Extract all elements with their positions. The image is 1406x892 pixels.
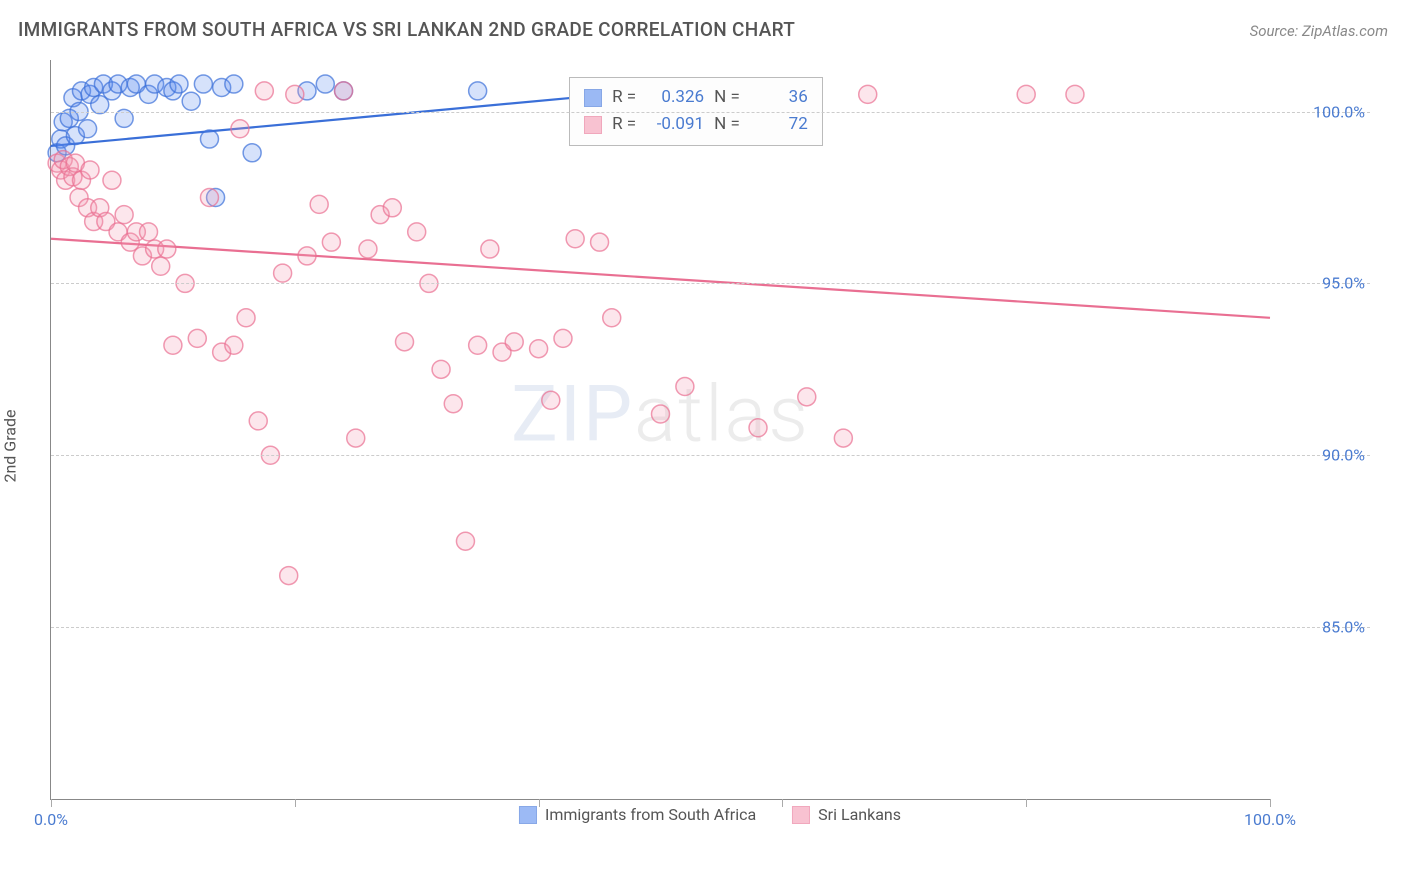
point-south_africa	[316, 75, 334, 93]
stats-n-label: N =	[714, 111, 740, 138]
point-sri_lankans	[280, 567, 298, 585]
point-sri_lankans	[859, 85, 877, 103]
stats-swatch	[584, 89, 602, 107]
stats-r-label: R =	[612, 84, 636, 111]
point-sri_lankans	[566, 230, 584, 248]
x-tick	[1270, 799, 1271, 807]
stats-r-label: R =	[612, 111, 636, 138]
point-sri_lankans	[200, 188, 218, 206]
stats-r-value: -0.091	[646, 111, 704, 138]
legend-item-south-africa: Immigrants from South Africa	[519, 805, 756, 824]
point-sri_lankans	[505, 333, 523, 351]
point-sri_lankans	[408, 223, 426, 241]
swatch-sri-lankans	[792, 806, 810, 824]
x-tick	[295, 799, 296, 807]
point-sri_lankans	[554, 329, 572, 347]
point-sri_lankans	[530, 340, 548, 358]
point-sri_lankans	[798, 388, 816, 406]
stats-n-label: N =	[714, 84, 740, 111]
point-sri_lankans	[749, 419, 767, 437]
point-south_africa	[170, 75, 188, 93]
point-sri_lankans	[286, 85, 304, 103]
point-south_africa	[200, 130, 218, 148]
stats-n-value: 36	[750, 84, 808, 111]
point-sri_lankans	[469, 336, 487, 354]
point-sri_lankans	[676, 378, 694, 396]
point-sri_lankans	[456, 532, 474, 550]
point-sri_lankans	[542, 391, 560, 409]
legend-label-sri-lankans: Sri Lankans	[818, 805, 901, 824]
point-sri_lankans	[652, 405, 670, 423]
x-tick	[1026, 799, 1027, 807]
point-sri_lankans	[591, 233, 609, 251]
point-sri_lankans	[481, 240, 499, 258]
y-tick-label: 100.0%	[1275, 102, 1365, 121]
point-sri_lankans	[255, 82, 273, 100]
legend-item-sri-lankans: Sri Lankans	[792, 805, 901, 824]
x-tick	[51, 799, 52, 807]
point-sri_lankans	[115, 206, 133, 224]
point-sri_lankans	[188, 329, 206, 347]
point-sri_lankans	[274, 264, 292, 282]
point-sri_lankans	[359, 240, 377, 258]
point-south_africa	[194, 75, 212, 93]
point-sri_lankans	[310, 195, 328, 213]
stats-r-value: 0.326	[646, 84, 704, 111]
bottom-legend: Immigrants from South Africa Sri Lankans	[519, 805, 901, 824]
point-sri_lankans	[298, 247, 316, 265]
point-sri_lankans	[140, 223, 158, 241]
point-south_africa	[469, 82, 487, 100]
stats-row: R = -0.091 N = 72	[584, 111, 808, 138]
x-tick-label: 0.0%	[34, 810, 68, 829]
swatch-south-africa	[519, 806, 537, 824]
plot-area: ZIPatlas R =0.326N =36R =-0.091N =72 85.…	[50, 60, 1270, 800]
point-sri_lankans	[1017, 85, 1035, 103]
gridline-h	[51, 627, 1370, 628]
point-sri_lankans	[1066, 85, 1084, 103]
point-sri_lankans	[444, 395, 462, 413]
source-attribution: Source: ZipAtlas.com	[1250, 22, 1388, 40]
point-sri_lankans	[103, 171, 121, 189]
point-sri_lankans	[158, 240, 176, 258]
stats-row: R = 0.326 N = 36	[584, 84, 808, 111]
point-sri_lankans	[322, 233, 340, 251]
stats-n-value: 72	[750, 111, 808, 138]
chart-title: IMMIGRANTS FROM SOUTH AFRICA VS SRI LANK…	[18, 18, 795, 41]
point-sri_lankans	[432, 360, 450, 378]
point-sri_lankans	[225, 336, 243, 354]
point-sri_lankans	[347, 429, 365, 447]
plot-container: ZIPatlas R =0.326N =36R =-0.091N =72 85.…	[50, 60, 1370, 830]
stats-swatch	[584, 116, 602, 134]
point-south_africa	[225, 75, 243, 93]
point-sri_lankans	[396, 333, 414, 351]
point-south_africa	[182, 92, 200, 110]
point-south_africa	[243, 144, 261, 162]
point-sri_lankans	[237, 309, 255, 327]
point-sri_lankans	[164, 336, 182, 354]
point-sri_lankans	[603, 309, 621, 327]
point-south_africa	[79, 120, 97, 138]
point-sri_lankans	[231, 120, 249, 138]
gridline-h	[51, 283, 1370, 284]
legend-label-south-africa: Immigrants from South Africa	[545, 805, 756, 824]
y-axis-label: 2nd Grade	[1, 409, 20, 482]
point-sri_lankans	[249, 412, 267, 430]
point-sri_lankans	[834, 429, 852, 447]
point-sri_lankans	[383, 199, 401, 217]
point-sri_lankans	[335, 82, 353, 100]
scatter-points-layer	[51, 60, 1270, 799]
y-tick-label: 85.0%	[1275, 618, 1365, 637]
point-sri_lankans	[81, 161, 99, 179]
point-sri_lankans	[152, 257, 170, 275]
y-tick-label: 90.0%	[1275, 446, 1365, 465]
y-tick-label: 95.0%	[1275, 274, 1365, 293]
gridline-h	[51, 455, 1370, 456]
gridline-h	[51, 112, 1370, 113]
title-bar: IMMIGRANTS FROM SOUTH AFRICA VS SRI LANK…	[18, 18, 1388, 41]
x-tick-label: 100.0%	[1244, 810, 1296, 829]
